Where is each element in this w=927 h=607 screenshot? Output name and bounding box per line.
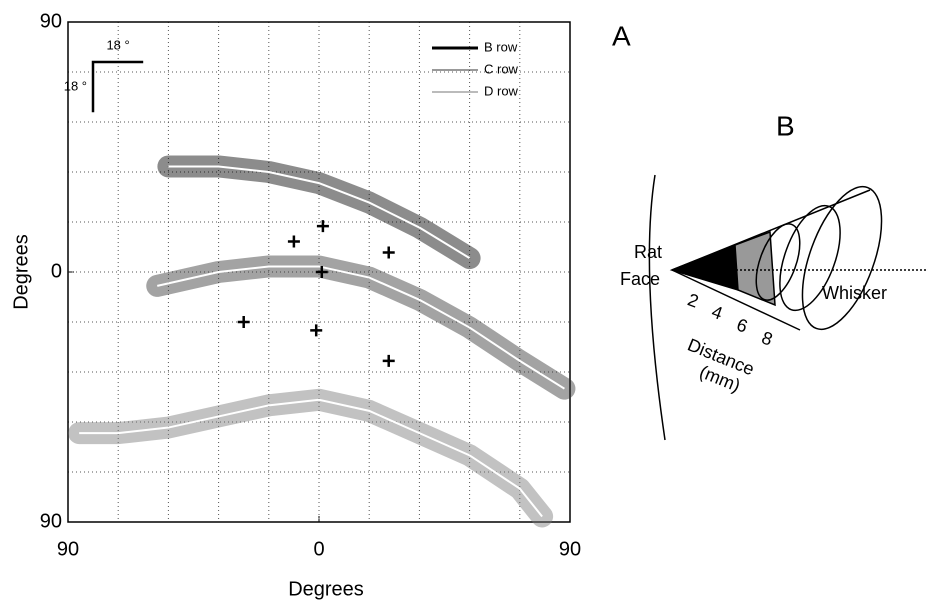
row-trace-center (79, 398, 543, 518)
x-axis-label: Degrees (288, 578, 364, 600)
cross-marker (287, 235, 300, 248)
x-tick-label: 90 (559, 538, 581, 560)
cross-marker (315, 266, 328, 278)
face-label: Rat (634, 242, 662, 262)
legend-label: D row (484, 83, 519, 98)
scale-bar (91, 60, 144, 113)
y-tick-label: 90 (40, 10, 62, 32)
face-arc (648, 174, 666, 441)
face-label: Face (620, 269, 660, 289)
cone-ring (755, 223, 801, 301)
row-trace-center (157, 265, 565, 390)
cone-ring (801, 185, 883, 331)
y-axis-label: Degrees (10, 234, 32, 310)
cross-marker (316, 220, 329, 233)
x-tick-label: 0 (313, 538, 324, 560)
cone-dark (669, 243, 739, 292)
legend-label: C row (484, 61, 519, 76)
diagram-label: B (776, 110, 795, 141)
cross-marker (382, 246, 395, 259)
y-tick-label: 90 (40, 510, 62, 532)
scale-bar-label: 18 ° (106, 37, 129, 52)
scale-bar-label: 18 ° (64, 79, 87, 94)
cross-marker (310, 324, 323, 337)
row-trace-center (168, 165, 471, 259)
distance-tick: 4 (709, 301, 725, 323)
distance-tick: 6 (734, 314, 750, 336)
plot-frame (67, 21, 571, 523)
x-tick-label: 90 (57, 538, 79, 560)
row-trace (157, 155, 481, 270)
distance-tick: 8 (759, 327, 775, 349)
cross-marker (382, 354, 395, 367)
whisker-diagram (648, 174, 927, 441)
distance-tick: 2 (685, 289, 701, 311)
y-tick-label: 0 (51, 260, 62, 282)
cone-shaded (734, 230, 776, 307)
cross-marker (237, 316, 250, 328)
cone-ring (779, 204, 841, 312)
legend-label: B row (484, 39, 518, 54)
panel-label: A (612, 20, 631, 51)
whisker-label: Whisker (822, 283, 887, 303)
cone-edge (671, 269, 801, 331)
